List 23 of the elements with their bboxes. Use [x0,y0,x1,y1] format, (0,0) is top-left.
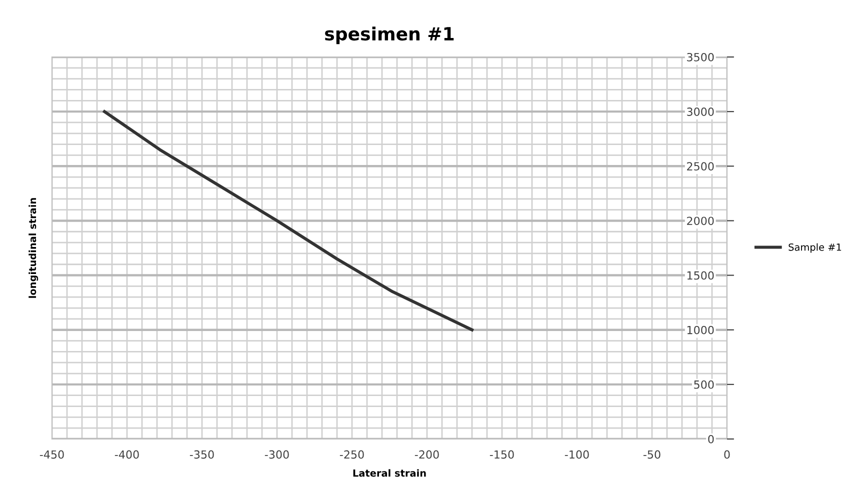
chart-title: spesimen #1 [325,26,454,44]
x-tick-label: -350 [190,450,214,459]
y-tick-label: 500 [694,380,714,389]
x-tick-label: -100 [564,450,589,459]
y-axis-title: longitudinal strain [28,198,38,298]
y-tick-label: 1500 [687,271,714,280]
x-tick-label: -200 [414,450,439,459]
x-tick-label: -150 [490,450,514,459]
y-tick-label: 3000 [687,108,714,116]
y-tick-label: 1000 [687,326,714,334]
legend-label: Sample #1 [788,243,842,253]
x-tick-label: -300 [264,450,289,459]
x-tick-label: -250 [340,450,364,459]
x-tick-label: -50 [643,450,660,459]
y-tick-label: 2500 [687,162,714,171]
x-tick-label: -400 [114,450,139,459]
x-axis-title: Lateral strain [353,469,426,477]
x-tick-label: -450 [40,450,64,459]
y-tick-label: 2000 [687,216,714,226]
y-tick-label: 3500 [687,52,714,62]
line-series [102,110,474,332]
y-tick-label: 0 [708,434,714,444]
x-tick-label: 0 [724,450,730,459]
